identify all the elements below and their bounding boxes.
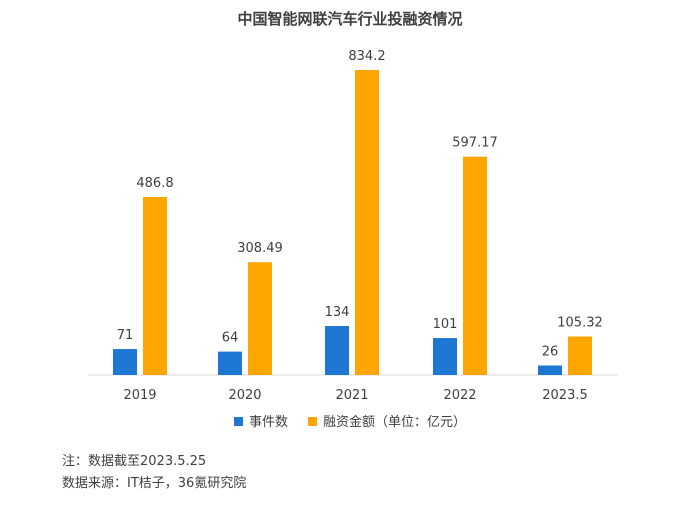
legend-label-funding-amount: 融资金额（单位：亿元） (323, 414, 466, 430)
data-label-funding-amount-2020: 308.49 (237, 241, 283, 256)
x-tick-label-2023.5: 2023.5 (542, 388, 588, 403)
bar-event-count-2021 (325, 326, 349, 375)
x-tick-label-2021: 2021 (335, 388, 368, 403)
bar-event-count-2020 (218, 351, 242, 375)
legend-label-event-count: 事件数 (249, 415, 288, 430)
data-label-funding-amount-2019: 486.8 (136, 176, 173, 191)
data-label-funding-amount-2022: 597.17 (452, 136, 498, 151)
data-label-funding-amount-2021: 834.2 (348, 49, 385, 64)
data-label-event-count-2019: 71 (117, 328, 134, 343)
bar-funding-amount-2022 (463, 156, 487, 375)
data-label-event-count-2023.5: 26 (542, 344, 559, 359)
legend: 事件数 融资金额（单位：亿元） (234, 414, 466, 430)
data-label-funding-amount-2023.5: 105.32 (557, 315, 603, 330)
data-label-event-count-2021: 134 (325, 305, 350, 320)
bar-funding-amount-2023.5 (568, 336, 592, 375)
data-labels-group: 71 486.8 64 308.49 134 834.2 101 597.17 26 105.32 (117, 49, 603, 359)
x-tick-label-2020: 2020 (228, 388, 261, 403)
bar-funding-amount-2019 (143, 197, 167, 375)
bar-funding-amount-2020 (248, 262, 272, 375)
x-tick-labels-group: 2019 2020 2021 2022 2023.5 (123, 388, 587, 403)
data-label-event-count-2022: 101 (433, 317, 458, 332)
bar-event-count-2022 (433, 338, 457, 375)
footnote-data-source: 数据来源：IT桔子，36氪研究院 (62, 476, 247, 491)
x-tick-label-2022: 2022 (443, 388, 476, 403)
bar-event-count-2019 (113, 349, 137, 375)
legend-swatch-event-count (234, 417, 243, 426)
bars-group (113, 70, 592, 375)
chart-title: 中国智能网联汽车行业投融资情况 (237, 10, 462, 28)
legend-swatch-funding-amount (308, 417, 317, 426)
bar-event-count-2023.5 (538, 365, 562, 375)
bar-funding-amount-2021 (355, 70, 379, 375)
x-tick-label-2019: 2019 (123, 388, 156, 403)
data-label-event-count-2020: 64 (222, 331, 239, 346)
footnote-data-cutoff: 注：数据截至2023.5.25 (62, 454, 207, 469)
